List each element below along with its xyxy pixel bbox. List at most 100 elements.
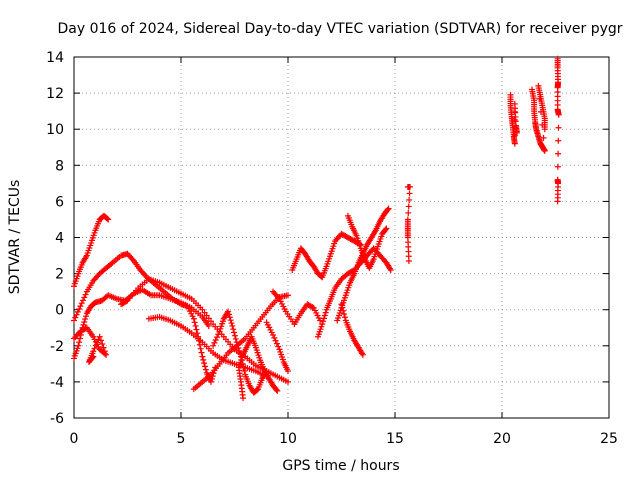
data-point — [89, 354, 96, 361]
data-point — [199, 353, 206, 360]
x-tick-label: 15 — [386, 431, 404, 447]
data-point — [227, 317, 234, 324]
data-point — [210, 342, 217, 349]
y-tick-label: -4 — [50, 375, 64, 391]
data-point — [230, 326, 237, 333]
data-point — [225, 308, 232, 315]
data-point — [190, 315, 197, 322]
series-pass-l — [289, 230, 364, 281]
data-point — [81, 294, 88, 301]
data-point — [384, 206, 391, 213]
series-pass-r — [507, 91, 520, 147]
data-point — [554, 198, 561, 205]
data-point — [229, 322, 236, 329]
y-tick-label: 0 — [55, 303, 64, 319]
data-point — [232, 335, 239, 342]
data-point — [100, 344, 107, 351]
data-point — [319, 321, 326, 328]
data-point — [202, 366, 209, 373]
x-tick-label: 25 — [600, 431, 618, 447]
data-point — [233, 339, 240, 346]
data-point — [74, 308, 81, 315]
data-point — [234, 342, 241, 349]
data-point — [236, 347, 243, 354]
data-point — [105, 216, 112, 223]
data-marks — [71, 55, 562, 402]
data-point — [201, 363, 208, 370]
series-pass-j — [263, 319, 291, 375]
y-tick-label: 14 — [46, 50, 64, 66]
data-point — [200, 356, 207, 363]
data-point — [75, 342, 82, 349]
series-pass-s — [528, 82, 548, 154]
data-point — [321, 312, 328, 319]
data-point — [81, 318, 88, 325]
chart-title: Day 016 of 2024, Sidereal Day-to-day VTE… — [57, 21, 622, 37]
series-pass-p — [344, 212, 390, 272]
data-point — [383, 225, 390, 232]
data-point — [90, 353, 97, 360]
data-point — [82, 291, 89, 298]
data-point — [228, 320, 235, 327]
data-point — [274, 387, 281, 394]
data-point — [99, 340, 106, 347]
x-tick-label: 0 — [70, 431, 79, 447]
data-point — [359, 351, 366, 358]
data-point — [197, 345, 204, 352]
data-point — [92, 342, 99, 349]
data-point — [338, 301, 345, 308]
data-point — [555, 124, 562, 131]
y-tick-label: 6 — [55, 194, 64, 210]
data-point — [201, 360, 208, 367]
data-point — [79, 297, 86, 304]
series-pass-e — [118, 276, 291, 385]
data-point — [322, 309, 329, 316]
data-point — [341, 314, 348, 321]
data-point — [194, 330, 201, 337]
data-point — [193, 326, 200, 333]
data-point — [192, 322, 199, 329]
data-point — [382, 226, 389, 233]
series-pass-a — [71, 212, 112, 290]
data-point — [73, 311, 80, 318]
data-point — [101, 348, 108, 355]
data-point — [341, 311, 348, 318]
data-point — [207, 378, 214, 385]
data-point — [76, 335, 83, 342]
series-pass-d — [71, 324, 110, 366]
y-tick-label: 8 — [55, 158, 64, 174]
series-pass-i — [235, 333, 281, 402]
data-point — [320, 318, 327, 325]
data-point — [339, 304, 346, 311]
series-pass-k — [270, 288, 324, 328]
data-point — [82, 316, 89, 323]
data-point — [241, 368, 248, 375]
data-point — [198, 349, 205, 356]
data-point — [555, 137, 562, 144]
y-tick-label: -2 — [50, 339, 64, 355]
data-point — [72, 314, 79, 321]
data-point — [215, 331, 222, 338]
data-point — [103, 351, 110, 358]
data-point — [91, 345, 98, 352]
data-point — [385, 205, 392, 212]
data-point — [285, 378, 291, 385]
data-point — [317, 317, 324, 324]
data-point — [226, 314, 233, 321]
data-point — [71, 317, 77, 324]
data-point — [78, 300, 85, 307]
y-tick-label: 4 — [55, 231, 64, 247]
data-point — [205, 322, 212, 329]
data-point — [211, 339, 218, 346]
data-point — [235, 344, 242, 351]
y-tick-label: 12 — [46, 86, 64, 102]
data-point — [76, 305, 83, 312]
series-pass-o — [338, 301, 366, 358]
data-point — [541, 126, 548, 133]
data-point — [405, 209, 412, 216]
data-point — [104, 215, 111, 222]
data-point — [540, 134, 547, 141]
data-point — [555, 111, 562, 118]
data-point — [406, 190, 413, 197]
